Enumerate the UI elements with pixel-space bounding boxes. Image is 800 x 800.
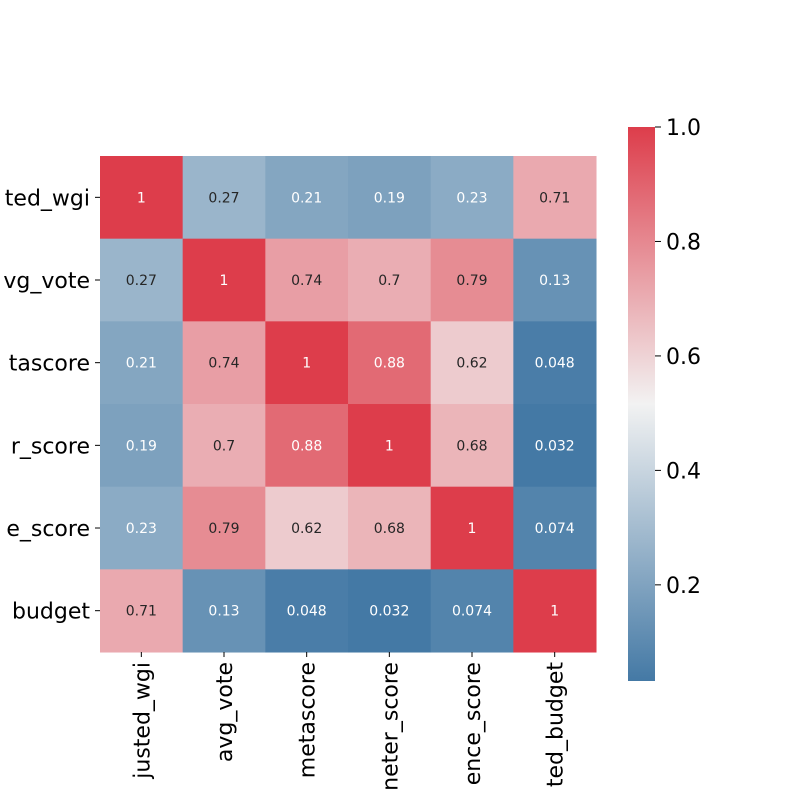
row-tick-label: tascore	[9, 352, 90, 377]
heatmap-cell	[513, 404, 597, 488]
heatmap-cells	[100, 156, 597, 653]
heatmap-cell	[513, 569, 597, 653]
cell-annotation: 0.88	[291, 438, 322, 454]
colorbar-tick-label: 0.8	[666, 230, 701, 255]
heatmap-cell	[348, 156, 432, 240]
column-tick-labels: justed_wgi avg_vote metascore neter_score en…	[130, 652, 569, 791]
colorbar-tick-label: 0.6	[666, 345, 701, 370]
heatmap-cell	[513, 321, 597, 405]
row-tick-label: ted_wgi	[5, 186, 90, 211]
cell-annotation: 0.23	[126, 521, 157, 537]
column-tick-label: avg_vote	[213, 662, 238, 762]
heatmap-cell	[265, 321, 349, 405]
column-tick-label: justed_wgi	[130, 662, 155, 780]
row-tick-label: vg_vote	[3, 269, 90, 294]
cell-annotation: 0.074	[452, 604, 492, 620]
cell-annotation: 0.74	[208, 356, 239, 372]
heatmap-cell	[513, 156, 597, 240]
cell-annotation: 0.21	[291, 190, 322, 206]
heatmap-cell	[182, 321, 266, 405]
heatmap-cell	[100, 569, 184, 653]
cell-annotation: 0.13	[539, 273, 570, 289]
colorbar-tick-label: 0.2	[666, 574, 701, 599]
row-tick-label: budget	[12, 600, 90, 625]
cell-annotation: 0.7	[213, 438, 235, 454]
heatmap-cell	[100, 156, 184, 240]
row-tick-label: e_score	[6, 517, 90, 542]
heatmap-cell	[348, 321, 432, 405]
cell-annotation: 0.74	[291, 273, 322, 289]
column-tick-label: neter_score	[378, 662, 403, 791]
heatmap-cell	[182, 238, 266, 322]
colorbar-tick-label: 1.0	[666, 116, 701, 141]
cell-annotation: 0.27	[126, 273, 157, 289]
heatmap-cell	[265, 404, 349, 488]
heatmap-cell	[348, 404, 432, 488]
cell-annotation: 1	[468, 521, 477, 537]
heatmap-cell	[430, 238, 514, 322]
cell-annotation: 0.79	[208, 521, 239, 537]
column-tick-label: ence_score	[461, 662, 486, 785]
cell-annotation: 1	[385, 438, 394, 454]
cell-annotation: 1	[137, 190, 146, 206]
cell-annotation: 0.7	[378, 273, 400, 289]
colorbar: 0.2 0.4 0.6 0.8 1.0	[628, 116, 701, 681]
cell-annotation: 0.19	[374, 190, 405, 206]
cell-annotation: 0.88	[374, 356, 405, 372]
column-tick-label: metascore	[296, 662, 321, 778]
cell-annotation: 0.79	[456, 273, 487, 289]
heatmap-cell	[265, 156, 349, 240]
heatmap-cell	[513, 238, 597, 322]
heatmap-cell	[182, 486, 266, 570]
column-tick-label: ted_budget	[544, 662, 569, 787]
cell-annotations: 1 0.27 0.21 0.19 0.23 0.710.27 1 0.74 0.7 0.79 0.1…	[126, 190, 575, 619]
heatmap-cell	[348, 569, 432, 653]
heatmap-cell	[100, 404, 184, 488]
cell-annotation: 0.032	[535, 438, 575, 454]
heatmap-cell	[100, 486, 184, 570]
cell-annotation: 0.048	[535, 356, 575, 372]
cell-annotation: 0.27	[208, 190, 239, 206]
cell-annotation: 0.68	[456, 438, 487, 454]
colorbar-tick-label: 0.4	[666, 459, 701, 484]
heatmap-cell	[430, 486, 514, 570]
row-tick-label: r_score	[11, 434, 90, 459]
cell-annotation: 1	[220, 273, 229, 289]
heatmap-cell	[430, 569, 514, 653]
cell-annotation: 1	[550, 604, 559, 620]
heatmap-cell	[100, 238, 184, 322]
cell-annotation: 0.23	[456, 190, 487, 206]
heatmap-cell	[513, 486, 597, 570]
heatmap-cell	[348, 238, 432, 322]
heatmap-cell	[265, 569, 349, 653]
cell-annotation: 0.074	[535, 521, 575, 537]
heatmap-cell	[182, 156, 266, 240]
cell-annotation: 0.71	[539, 190, 570, 206]
cell-annotation: 0.62	[291, 521, 322, 537]
heatmap-cell	[348, 486, 432, 570]
heatmap-cell	[265, 486, 349, 570]
cell-annotation: 0.68	[374, 521, 405, 537]
cell-annotation: 0.048	[287, 604, 327, 620]
heatmap-cell	[430, 321, 514, 405]
cell-annotation: 0.21	[126, 356, 157, 372]
colorbar-gradient	[628, 127, 655, 681]
heatmap-cell	[100, 321, 184, 405]
cell-annotation: 0.62	[456, 356, 487, 372]
cell-annotation: 0.032	[369, 604, 409, 620]
cell-annotation: 0.19	[126, 438, 157, 454]
heatmap-cell	[182, 404, 266, 488]
heatmap-cell	[182, 569, 266, 653]
cell-annotation: 0.71	[126, 604, 157, 620]
heatmap-cell	[430, 156, 514, 240]
heatmap-cell	[265, 238, 349, 322]
heatmap-cell	[430, 404, 514, 488]
cell-annotation: 0.13	[208, 604, 239, 620]
cell-annotation: 1	[302, 356, 311, 372]
